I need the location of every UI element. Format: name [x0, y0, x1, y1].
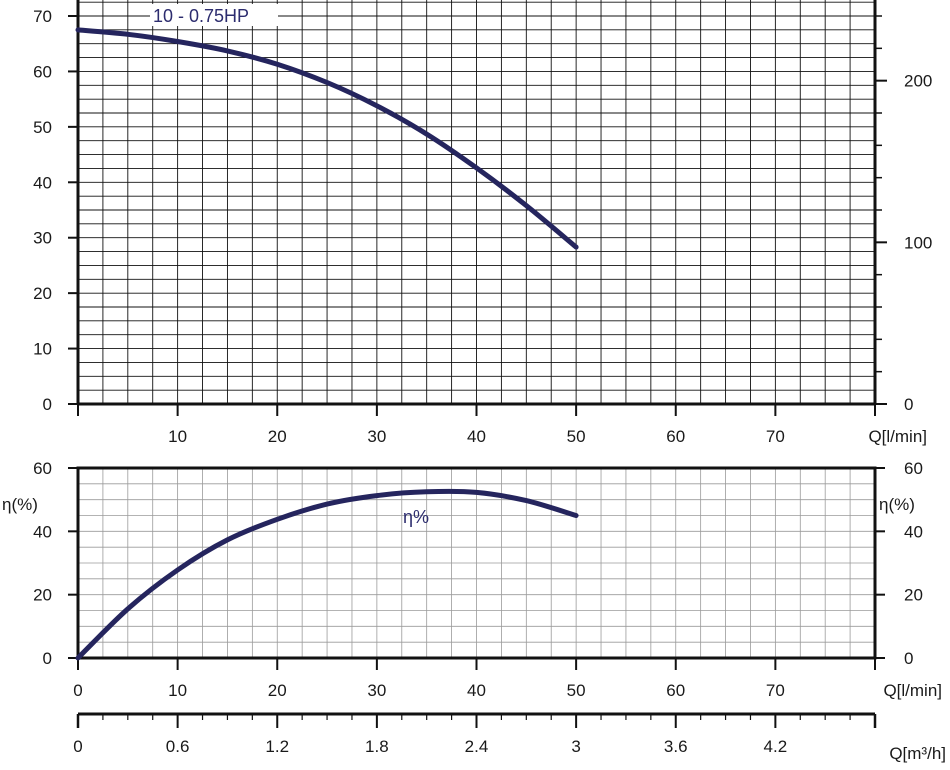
- efficiency-data-point: [326, 503, 328, 505]
- head-data-point: [127, 33, 129, 35]
- x-tick-label: 60: [666, 681, 685, 700]
- head-data-point: [476, 167, 477, 169]
- head-data-point: [426, 133, 428, 135]
- y2-axis-label: η(%): [879, 495, 915, 514]
- y-tick-label: 10: [33, 340, 52, 359]
- x-tick-label: 70: [766, 427, 785, 446]
- x-tick-label: 1.2: [265, 737, 289, 756]
- curve-label-background: [150, 4, 278, 26]
- head-data-point: [326, 82, 328, 84]
- x-tick-label: 20: [268, 681, 287, 700]
- x-tick-label: 50: [567, 681, 586, 700]
- efficiency-panel: 0 10 20 30 40 50 60 70 Q[l/min] 0 0 20 20 40 40 60 60 η(%…: [2, 459, 942, 700]
- efficiency-data-point: [476, 491, 477, 493]
- efficiency-data-point: [276, 518, 278, 520]
- y-axis-label: η(%): [2, 495, 38, 514]
- head-panel: 10 20 30 40 50 60 70 Q[l/min] 0 10 20 30 40 50 60 70 0 10…: [33, 0, 932, 446]
- y-tick-label: 60: [33, 62, 52, 81]
- x-tick-label: 10: [168, 681, 187, 700]
- x-tick-label: 0: [73, 737, 82, 756]
- head-data-point: [177, 40, 179, 42]
- y2-tick-label: 0: [904, 395, 913, 414]
- x-tick-label: 70: [766, 681, 785, 700]
- y-tick-label: 20: [33, 586, 52, 605]
- y2-tick-label: 0: [904, 649, 913, 668]
- efficiency-data-point: [426, 491, 428, 493]
- x-tick-label: 60: [666, 427, 685, 446]
- y2-tick-label: 100: [904, 233, 932, 252]
- efficiency-data-point: [77, 657, 79, 659]
- y-tick-label: 50: [33, 118, 52, 137]
- y-tick-label: 40: [33, 522, 52, 541]
- head-data-point: [226, 50, 228, 52]
- efficiency-data-point: [525, 500, 527, 502]
- efficiency-data-point: [177, 569, 179, 571]
- x-tick-label: 10: [168, 427, 187, 446]
- y-tick-label: 0: [43, 395, 52, 414]
- curve-label: 10 - 0.75HP: [153, 6, 249, 26]
- x-tick-label: 3.6: [664, 737, 688, 756]
- flow-m3h-axis: 0 0.6 1.2 1.8 2.4 3 3.6 4.2 Q[m³/h]: [73, 712, 946, 763]
- y2-tick-label: 200: [904, 72, 932, 91]
- x-tick-label: 20: [268, 427, 287, 446]
- y-tick-label: 20: [33, 284, 52, 303]
- curve-label: η%: [403, 507, 429, 527]
- efficiency-data-point: [575, 515, 577, 516]
- efficiency-data-point: [127, 608, 129, 610]
- x-tick-label: 40: [467, 681, 486, 700]
- x-tick-label: 4.2: [764, 737, 788, 756]
- head-data-point: [525, 205, 527, 207]
- x-tick-label: 0: [73, 681, 82, 700]
- x-tick-label: 30: [367, 681, 386, 700]
- x-tick-label: 2.4: [465, 737, 489, 756]
- y-tick-label: 60: [33, 459, 52, 478]
- x-tick-label: 40: [467, 427, 486, 446]
- head-data-point: [77, 29, 79, 31]
- efficiency-data-point: [226, 539, 228, 541]
- x-tick-label: 50: [567, 427, 586, 446]
- head-data-point: [575, 246, 577, 248]
- y-tick-label: 40: [33, 173, 52, 192]
- y2-tick-label: 60: [904, 459, 923, 478]
- efficiency-data-point: [376, 495, 378, 497]
- y-tick-label: 0: [43, 649, 52, 668]
- y2-tick-label: 20: [904, 586, 923, 605]
- head-data-point: [376, 105, 378, 107]
- x-tick-label: 1.8: [365, 737, 389, 756]
- head-data-point: [276, 63, 278, 65]
- x-tick-label: 0.6: [166, 737, 190, 756]
- x-unit-label: Q[m³/h]: [889, 744, 946, 763]
- x-tick-label: 3: [571, 737, 580, 756]
- x-unit-label: Q[l/min]: [868, 427, 927, 446]
- y-tick-label: 70: [33, 7, 52, 26]
- x-tick-label: 30: [367, 427, 386, 446]
- y2-tick-label: 40: [904, 522, 923, 541]
- y-tick-label: 30: [33, 229, 52, 248]
- x-unit-label: Q[l/min]: [883, 681, 942, 700]
